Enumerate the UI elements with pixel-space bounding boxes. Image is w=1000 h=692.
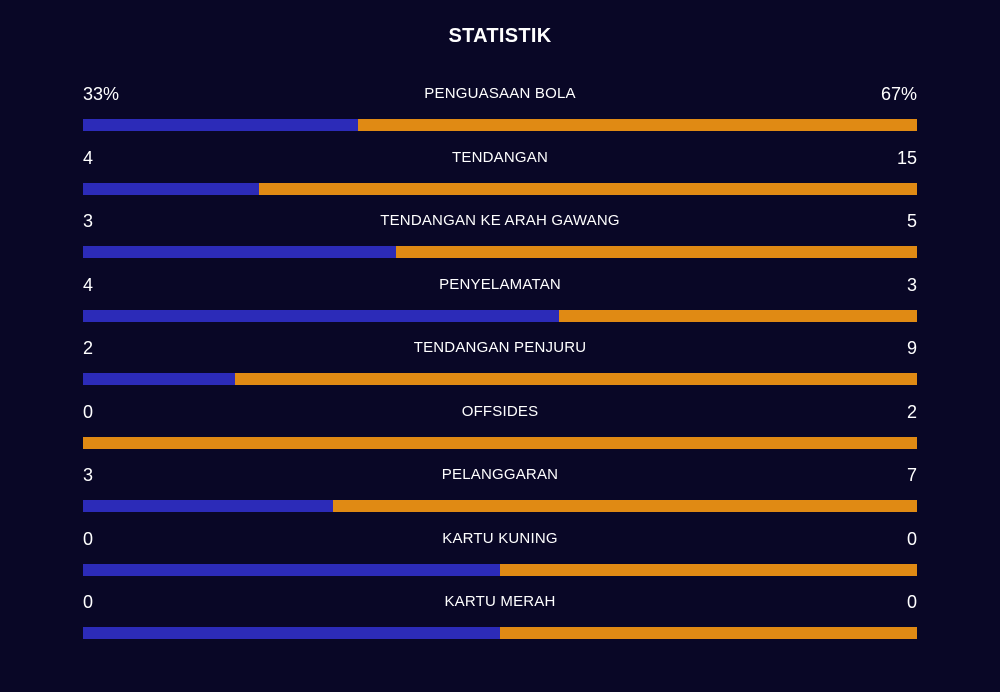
home-value: 3 xyxy=(83,465,94,485)
stat-header: 3 PELANGGARAN 7 xyxy=(83,462,917,488)
stat-row-penguasaan-bola: 33% PENGUASAAN BOLA 67% xyxy=(83,81,917,145)
away-bar-segment xyxy=(258,182,917,195)
home-value: 0 xyxy=(83,528,94,549)
away-value: 9 xyxy=(906,338,917,358)
comparison-bar xyxy=(83,373,917,385)
comparison-bar xyxy=(83,246,917,258)
comparison-bar xyxy=(83,182,917,195)
away-value: 5 xyxy=(906,211,917,231)
stat-label: KARTU MERAH xyxy=(444,593,556,610)
away-bar-segment xyxy=(358,119,917,131)
stat-header: 0 KARTU MERAH 0 xyxy=(83,589,917,615)
stat-header: 2 TENDANGAN PENJURU 9 xyxy=(83,335,917,361)
away-value: 0 xyxy=(906,528,917,549)
stat-header: 3 TENDANGAN KE ARAH GAWANG 5 xyxy=(83,208,917,234)
stat-label: TENDANGAN PENJURU xyxy=(413,339,587,356)
stats-list: 33% PENGUASAAN BOLA 67% 4 TENDANGAN 15 xyxy=(83,81,917,653)
stat-header: 4 PENYELAMATAN 3 xyxy=(83,272,917,298)
stat-label: PENGUASAAN BOLA xyxy=(424,85,576,102)
stat-header: 0 OFFSIDES 2 xyxy=(83,399,917,425)
home-bar-segment xyxy=(83,563,500,576)
comparison-bar xyxy=(83,309,917,322)
home-bar-segment xyxy=(83,627,500,639)
stat-row-tendangan-penjuru: 2 TENDANGAN PENJURU 9 xyxy=(83,335,917,399)
stat-row-tendangan: 4 TENDANGAN 15 xyxy=(83,145,917,209)
away-bar-segment xyxy=(234,373,917,385)
home-bar-segment xyxy=(83,246,396,258)
home-bar-segment xyxy=(83,500,334,512)
page-title: STATISTIK xyxy=(448,25,552,47)
stat-label: PENYELAMATAN xyxy=(439,275,561,293)
home-value: 2 xyxy=(83,338,94,358)
home-value: 4 xyxy=(83,147,94,168)
away-value: 7 xyxy=(906,465,917,485)
stat-row-tendangan-ke-arah-gawang: 3 TENDANGAN KE ARAH GAWANG 5 xyxy=(83,208,917,272)
stat-label: TENDANGAN xyxy=(452,148,548,166)
home-value: 0 xyxy=(83,592,94,612)
stat-label: KARTU KUNING xyxy=(442,529,558,547)
stat-row-kartu-merah: 0 KARTU MERAH 0 xyxy=(83,589,917,653)
comparison-bar xyxy=(83,563,917,576)
away-value: 2 xyxy=(906,401,917,422)
away-bar-segment xyxy=(395,246,917,258)
comparison-bar xyxy=(83,436,917,449)
home-bar-segment xyxy=(83,119,359,131)
home-bar-segment xyxy=(83,182,259,195)
stat-label: OFFSIDES xyxy=(461,402,539,420)
away-bar-segment xyxy=(333,500,917,512)
stat-header: 33% PENGUASAAN BOLA 67% xyxy=(83,81,917,107)
away-bar-segment xyxy=(83,436,917,449)
stat-row-offsides: 0 OFFSIDES 2 xyxy=(83,399,917,463)
comparison-bar xyxy=(83,627,917,639)
away-value: 3 xyxy=(906,274,917,295)
away-bar-segment xyxy=(500,627,917,639)
away-value: 0 xyxy=(906,592,917,612)
away-bar-segment xyxy=(559,309,917,322)
stat-header: 4 TENDANGAN 15 xyxy=(83,145,917,171)
home-value: 33% xyxy=(83,84,120,104)
home-value: 4 xyxy=(83,274,94,295)
away-value: 67% xyxy=(880,84,917,104)
home-bar-segment xyxy=(83,309,560,322)
stat-row-kartu-kuning: 0 KARTU KUNING 0 xyxy=(83,526,917,590)
comparison-bar xyxy=(83,119,917,131)
away-bar-segment xyxy=(500,563,917,576)
stat-label: PELANGGARAN xyxy=(441,466,559,483)
away-value: 15 xyxy=(896,147,917,168)
stat-label: TENDANGAN KE ARAH GAWANG xyxy=(380,212,620,229)
home-value: 0 xyxy=(83,401,94,422)
stat-row-penyelamatan: 4 PENYELAMATAN 3 xyxy=(83,272,917,336)
home-value: 3 xyxy=(83,211,94,231)
stat-header: 0 KARTU KUNING 0 xyxy=(83,526,917,552)
comparison-bar xyxy=(83,500,917,512)
stat-row-pelanggaran: 3 PELANGGARAN 7 xyxy=(83,462,917,526)
home-bar-segment xyxy=(83,373,235,385)
